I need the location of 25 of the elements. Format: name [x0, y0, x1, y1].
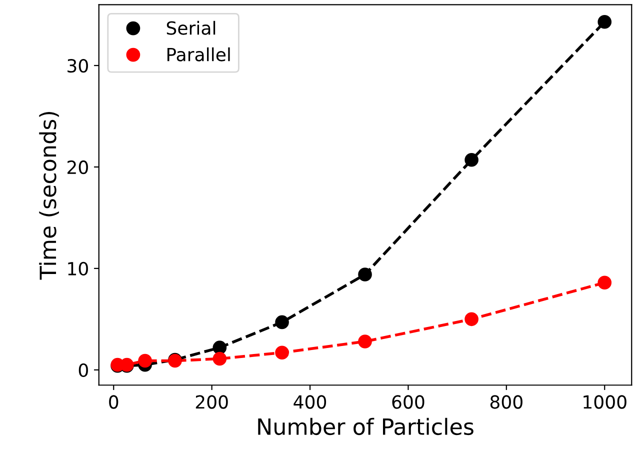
point — [275, 346, 289, 360]
point — [464, 152, 478, 167]
x-tick-label: 800 — [490, 395, 522, 409]
x-tick-label: 0 — [109, 395, 118, 409]
point — [138, 354, 152, 368]
y-tick-label: 20 — [68, 160, 88, 174]
point — [212, 352, 227, 366]
y-tick-label: 30 — [68, 58, 88, 73]
point — [358, 334, 372, 348]
y-tick-label: 0 — [78, 363, 88, 378]
y-tick-label: 10 — [68, 262, 88, 276]
legend-label: Serial — [166, 20, 216, 35]
point — [464, 312, 478, 326]
x-tick-label: 1000 — [584, 395, 626, 409]
legend-label: Parallel — [167, 47, 230, 62]
x-axis-title: Number of Particles — [258, 418, 474, 436]
y-axis-title: Time (seconds) — [39, 112, 59, 280]
x-tick-label: 400 — [294, 395, 326, 409]
point — [598, 14, 612, 29]
x-tick-label: 200 — [196, 395, 228, 409]
point — [358, 268, 372, 282]
x-tick-label: 600 — [392, 395, 424, 409]
point — [275, 315, 289, 330]
point — [212, 340, 227, 354]
point — [598, 276, 612, 290]
